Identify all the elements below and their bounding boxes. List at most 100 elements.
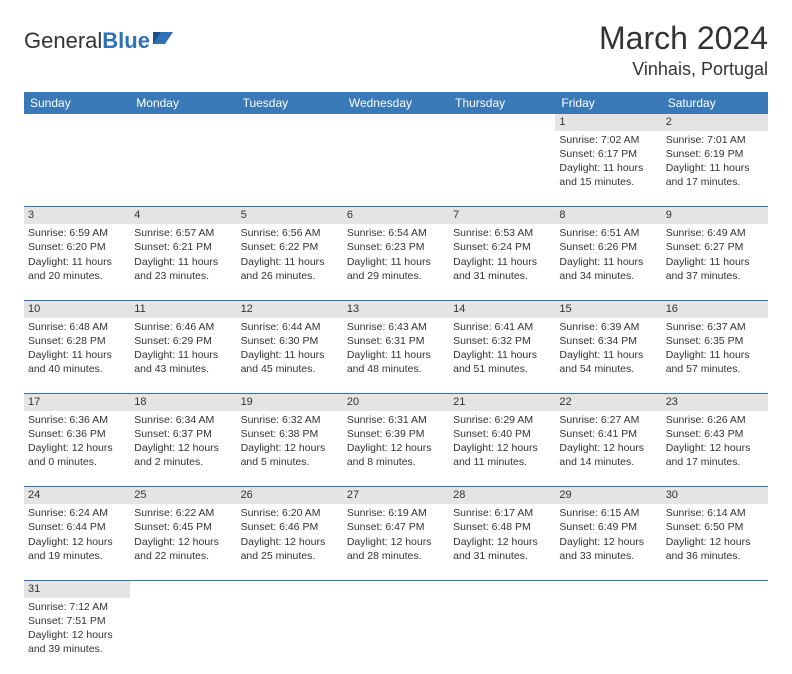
sunset-text: Sunset: 6:46 PM (241, 520, 339, 534)
day-cell: Sunrise: 6:49 AMSunset: 6:27 PMDaylight:… (662, 224, 768, 300)
day-number: 30 (662, 487, 768, 504)
sunrise-text: Sunrise: 6:19 AM (347, 506, 445, 520)
daylight-text: Daylight: 11 hours (28, 348, 126, 362)
calendar-table: SundayMondayTuesdayWednesdayThursdayFrid… (24, 92, 768, 674)
empty-cell (449, 114, 555, 131)
sunrise-text: Sunrise: 6:49 AM (666, 226, 764, 240)
day-number: 22 (555, 394, 661, 411)
empty-cell (343, 131, 449, 207)
daylight-text: Daylight: 12 hours (28, 441, 126, 455)
sunset-text: Sunset: 7:51 PM (28, 614, 126, 628)
sunrise-text: Sunrise: 6:15 AM (559, 506, 657, 520)
weekday-header-row: SundayMondayTuesdayWednesdayThursdayFrid… (24, 92, 768, 114)
daylight-text: Daylight: 11 hours (347, 255, 445, 269)
daylight-text: and 31 minutes. (453, 549, 551, 563)
empty-cell (130, 131, 236, 207)
daylight-text: and 28 minutes. (347, 549, 445, 563)
day-number: 14 (449, 300, 555, 317)
sunrise-text: Sunrise: 6:59 AM (28, 226, 126, 240)
day-number: 11 (130, 300, 236, 317)
sunset-text: Sunset: 6:31 PM (347, 334, 445, 348)
sunrise-text: Sunrise: 6:17 AM (453, 506, 551, 520)
sunrise-text: Sunrise: 6:34 AM (134, 413, 232, 427)
daylight-text: and 33 minutes. (559, 549, 657, 563)
sunrise-text: Sunrise: 6:31 AM (347, 413, 445, 427)
daylight-text: and 29 minutes. (347, 269, 445, 283)
sunrise-text: Sunrise: 6:24 AM (28, 506, 126, 520)
daylight-text: and 43 minutes. (134, 362, 232, 376)
logo-word1: General (24, 28, 102, 54)
sunset-text: Sunset: 6:40 PM (453, 427, 551, 441)
day-number-row: 10111213141516 (24, 300, 768, 317)
sunrise-text: Sunrise: 6:22 AM (134, 506, 232, 520)
sunset-text: Sunset: 6:36 PM (28, 427, 126, 441)
sunrise-text: Sunrise: 7:01 AM (666, 133, 764, 147)
empty-cell (237, 598, 343, 674)
day-number: 21 (449, 394, 555, 411)
daylight-text: Daylight: 12 hours (666, 535, 764, 549)
empty-cell (662, 598, 768, 674)
day-cell: Sunrise: 6:57 AMSunset: 6:21 PMDaylight:… (130, 224, 236, 300)
day-number: 19 (237, 394, 343, 411)
daylight-text: Daylight: 12 hours (241, 535, 339, 549)
day-number: 13 (343, 300, 449, 317)
day-number: 2 (662, 114, 768, 131)
day-cell: Sunrise: 6:15 AMSunset: 6:49 PMDaylight:… (555, 504, 661, 580)
daylight-text: and 57 minutes. (666, 362, 764, 376)
daylight-text: and 0 minutes. (28, 455, 126, 469)
daylight-text: Daylight: 12 hours (559, 441, 657, 455)
daylight-text: and 40 minutes. (28, 362, 126, 376)
day-cell: Sunrise: 6:31 AMSunset: 6:39 PMDaylight:… (343, 411, 449, 487)
daylight-text: and 14 minutes. (559, 455, 657, 469)
sunset-text: Sunset: 6:41 PM (559, 427, 657, 441)
daylight-text: Daylight: 11 hours (453, 255, 551, 269)
weekday-header: Monday (130, 92, 236, 114)
daylight-text: Daylight: 11 hours (666, 161, 764, 175)
day-cell: Sunrise: 6:24 AMSunset: 6:44 PMDaylight:… (24, 504, 130, 580)
day-cell: Sunrise: 6:27 AMSunset: 6:41 PMDaylight:… (555, 411, 661, 487)
daylight-text: and 19 minutes. (28, 549, 126, 563)
daylight-text: and 8 minutes. (347, 455, 445, 469)
day-number: 6 (343, 207, 449, 224)
daylight-text: and 20 minutes. (28, 269, 126, 283)
sunset-text: Sunset: 6:37 PM (134, 427, 232, 441)
day-number: 24 (24, 487, 130, 504)
empty-cell (662, 580, 768, 597)
day-number-row: 24252627282930 (24, 487, 768, 504)
daylight-text: Daylight: 11 hours (28, 255, 126, 269)
empty-cell (24, 131, 130, 207)
daylight-text: Daylight: 11 hours (559, 255, 657, 269)
daylight-text: Daylight: 12 hours (347, 535, 445, 549)
location: Vinhais, Portugal (599, 59, 768, 80)
sunset-text: Sunset: 6:50 PM (666, 520, 764, 534)
day-number: 18 (130, 394, 236, 411)
sunset-text: Sunset: 6:47 PM (347, 520, 445, 534)
day-number: 20 (343, 394, 449, 411)
sunset-text: Sunset: 6:17 PM (559, 147, 657, 161)
sunset-text: Sunset: 6:30 PM (241, 334, 339, 348)
week-row: Sunrise: 6:59 AMSunset: 6:20 PMDaylight:… (24, 224, 768, 300)
daylight-text: Daylight: 11 hours (241, 255, 339, 269)
sunrise-text: Sunrise: 6:41 AM (453, 320, 551, 334)
sunrise-text: Sunrise: 6:48 AM (28, 320, 126, 334)
sunrise-text: Sunrise: 6:46 AM (134, 320, 232, 334)
sunset-text: Sunset: 6:49 PM (559, 520, 657, 534)
daylight-text: Daylight: 12 hours (453, 535, 551, 549)
empty-cell (237, 114, 343, 131)
header: GeneralBlue March 2024 Vinhais, Portugal (24, 20, 768, 80)
day-cell: Sunrise: 6:54 AMSunset: 6:23 PMDaylight:… (343, 224, 449, 300)
sunset-text: Sunset: 6:20 PM (28, 240, 126, 254)
sunset-text: Sunset: 6:45 PM (134, 520, 232, 534)
month-title: March 2024 (599, 20, 768, 57)
daylight-text: Daylight: 11 hours (347, 348, 445, 362)
daylight-text: Daylight: 11 hours (134, 255, 232, 269)
sunrise-text: Sunrise: 6:57 AM (134, 226, 232, 240)
sunset-text: Sunset: 6:22 PM (241, 240, 339, 254)
daylight-text: Daylight: 11 hours (666, 348, 764, 362)
daylight-text: Daylight: 11 hours (134, 348, 232, 362)
day-cell: Sunrise: 6:46 AMSunset: 6:29 PMDaylight:… (130, 318, 236, 394)
sunset-text: Sunset: 6:26 PM (559, 240, 657, 254)
sunset-text: Sunset: 6:44 PM (28, 520, 126, 534)
sunset-text: Sunset: 6:29 PM (134, 334, 232, 348)
daylight-text: and 11 minutes. (453, 455, 551, 469)
